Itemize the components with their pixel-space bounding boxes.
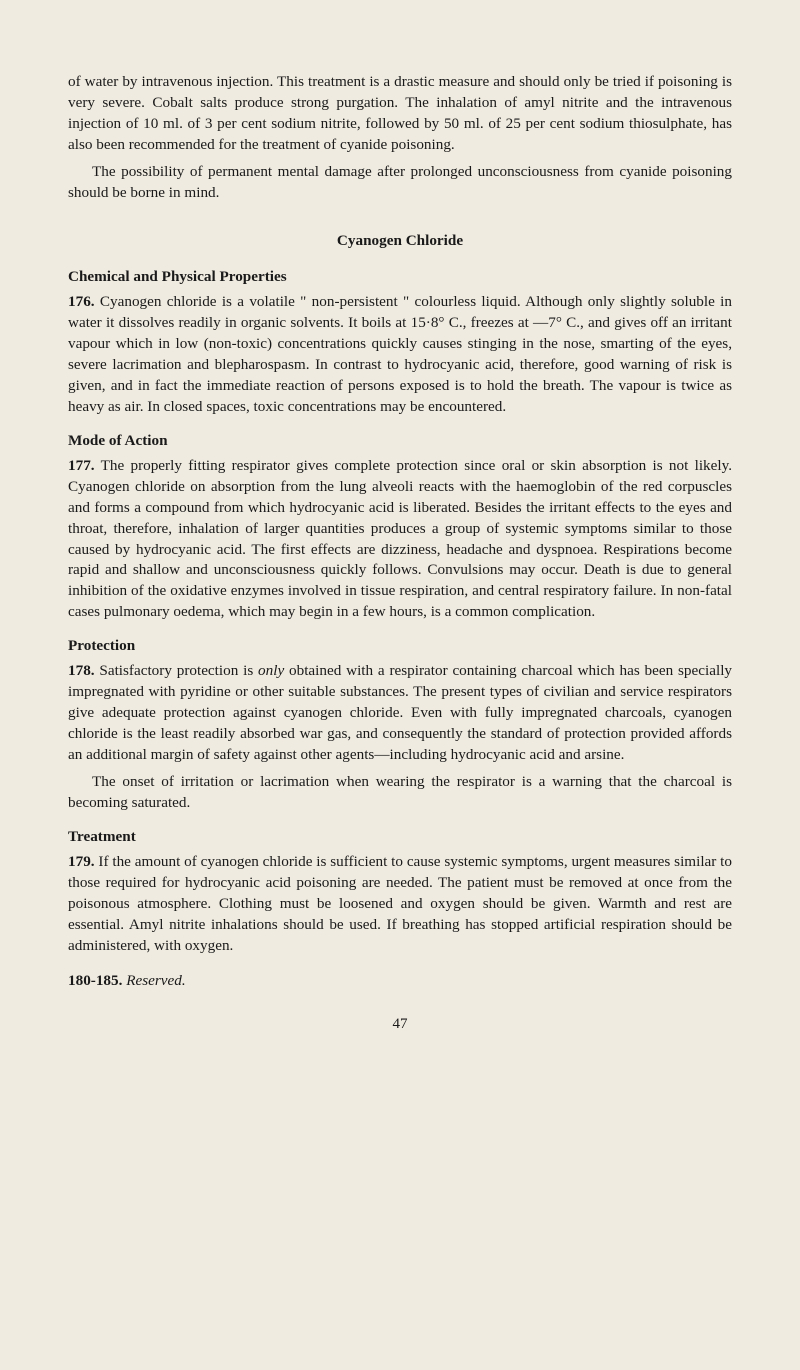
paragraph-number: 176. <box>68 293 95 310</box>
paragraph-number: 180-185. <box>68 972 122 989</box>
intro-paragraph-2: The possibility of permanent mental dama… <box>68 162 732 204</box>
reserved-italic: Reserved. <box>126 972 185 989</box>
intro-paragraph-1: of water by intravenous injection. This … <box>68 72 732 156</box>
center-title: Cyanogen Chloride <box>68 232 732 250</box>
paragraph-number: 177. <box>68 457 95 474</box>
protection-heading: Protection <box>68 637 732 655</box>
mode-text: The properly fitting respirator gives co… <box>68 457 732 621</box>
paragraph-number: 179. <box>68 853 95 870</box>
chemical-text: Cyanogen chloride is a volatile " non-pe… <box>68 293 732 415</box>
paragraph-number: 178. <box>68 662 95 679</box>
page-number: 47 <box>68 1016 732 1033</box>
mode-paragraph: 177. The properly fitting respirator giv… <box>68 456 732 624</box>
protection-italic: only <box>258 662 284 679</box>
chemical-paragraph: 176. Cyanogen chloride is a volatile " n… <box>68 292 732 418</box>
protection-text-1: Satisfactory protection is <box>95 662 258 679</box>
treatment-text: If the amount of cyanogen chloride is su… <box>68 853 732 954</box>
treatment-paragraph: 179. If the amount of cyanogen chloride … <box>68 852 732 957</box>
protection-paragraph-2: The onset of irritation or lacrimation w… <box>68 772 732 814</box>
reserved-paragraph: 180-185. Reserved. <box>68 971 732 992</box>
chemical-heading: Chemical and Physical Properties <box>68 268 732 286</box>
treatment-heading: Treatment <box>68 828 732 846</box>
protection-paragraph-1: 178. Satisfactory protection is only obt… <box>68 661 732 766</box>
mode-heading: Mode of Action <box>68 432 732 450</box>
